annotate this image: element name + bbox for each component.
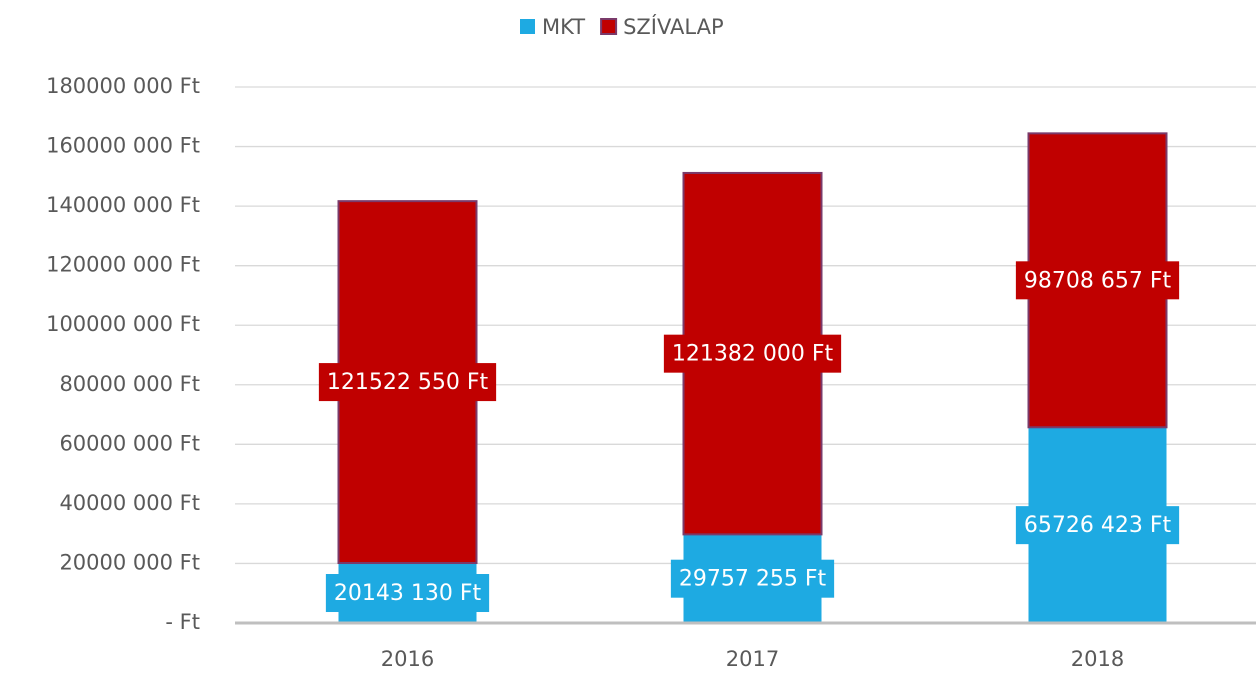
data-label-box — [318, 363, 497, 402]
x-tick-label: 2018 — [1071, 647, 1124, 671]
legend-label: MKT — [542, 15, 585, 39]
data-label: 29757 255 Ft — [679, 567, 827, 592]
y-tick-label: - Ft — [165, 610, 200, 634]
y-tick-label: 20000 000 Ft — [59, 550, 200, 574]
data-label-box — [1015, 261, 1180, 300]
data-label: 121522 550 Ft — [327, 370, 489, 395]
y-tick-label: 120000 000 Ft — [46, 253, 200, 277]
data-label-box — [1015, 506, 1180, 545]
y-tick-label: 160000 000 Ft — [46, 134, 200, 158]
data-label-box — [663, 334, 842, 373]
data-label: 65726 423 Ft — [1024, 513, 1172, 538]
legend-swatch — [600, 18, 618, 35]
y-tick-label: 80000 000 Ft — [59, 372, 200, 396]
x-tick-label: 2016 — [381, 647, 434, 671]
y-tick-label: 180000 000 Ft — [46, 74, 200, 98]
x-tick-label: 2017 — [726, 647, 779, 671]
y-tick-label: 140000 000 Ft — [46, 193, 200, 217]
data-label: 121382 000 Ft — [672, 342, 834, 367]
data-label: 20143 130 Ft — [334, 581, 482, 606]
legend-swatch — [520, 19, 535, 34]
y-tick-label: 100000 000 Ft — [46, 312, 200, 336]
y-tick-label: 40000 000 Ft — [59, 491, 200, 515]
data-label-box — [325, 574, 490, 613]
data-label-box — [670, 559, 835, 598]
data-label: 98708 657 Ft — [1024, 268, 1172, 293]
y-tick-label: 60000 000 Ft — [59, 431, 200, 455]
legend-label: SZÍVALAP — [623, 14, 724, 39]
